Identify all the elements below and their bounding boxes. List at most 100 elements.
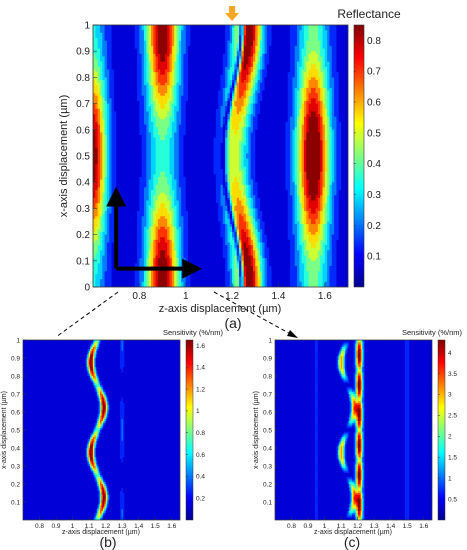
heatmap-cell [188,108,191,112]
heatmap-cell [204,59,207,63]
heatmap-cell [178,106,182,110]
heatmap-cell [257,80,261,84]
heatmap-cell [329,108,333,112]
heatmap-cell [116,87,119,91]
heatmap-cell [208,127,212,131]
heatmap-cell [162,32,166,36]
heatmap-cell [227,69,231,73]
heatmap-cell [167,48,170,52]
heatmap-cell [292,95,296,99]
heatmap-cell [287,135,291,139]
heatmap-cell [116,142,119,146]
heatmap-cell [93,82,96,86]
heatmap-cell [287,121,291,125]
heatmap-cell [239,124,242,128]
heatmap-cell [285,80,289,84]
heatmap-cell [250,40,254,44]
heatmap-cell [306,135,309,139]
heatmap-cell [127,135,131,139]
heatmap-cell [157,116,161,120]
heatmap-cell [250,129,254,133]
heatmap-cell [176,121,180,125]
heatmap-cell [97,32,101,36]
heatmap-cell [183,64,187,68]
heatmap-cell [146,116,150,120]
heatmap-cell [338,59,342,63]
heatmap-cell [299,132,303,136]
heatmap-cell [232,53,235,57]
heatmap-cell [341,77,344,81]
heatmap-cell [139,129,143,133]
heatmap-cell [324,80,328,84]
heatmap-cell [213,53,217,57]
heatmap-cell [132,30,136,34]
heatmap-cell [153,114,156,118]
heatmap-cell [331,111,335,115]
heatmap-cell [111,137,115,141]
heatmap-cell [99,74,103,78]
heatmap-cell [95,30,99,34]
heatmap-cell [132,119,136,123]
heatmap-cell [176,106,180,110]
heatmap-cell [137,32,140,36]
heatmap-cell [199,30,203,34]
heatmap-cell [141,64,145,68]
heatmap-cell [232,93,235,97]
heatmap-cell [278,108,282,112]
heatmap-cell [338,25,342,29]
heatmap-cell [257,116,261,120]
heatmap-cell [236,82,240,86]
heatmap-cell [123,69,126,73]
heatmap-cell [116,66,119,70]
heatmap-cell [287,85,291,89]
heatmap-cell [171,80,175,84]
heatmap-cell [215,98,219,102]
heatmap-cell [139,77,143,81]
heatmap-cell [155,77,159,81]
heatmap-cell [162,56,166,60]
heatmap-cell [104,106,108,110]
heatmap-cell [327,35,330,39]
heatmap-cell [167,64,170,68]
heatmap-cell [273,32,277,36]
heatmap-cell [241,51,245,55]
heatmap-cell [204,116,207,120]
heatmap-cell [283,124,286,128]
heatmap-cell [287,98,291,102]
heatmap-cell [271,45,275,49]
heatmap-cell [150,69,154,73]
heatmap-cell [148,69,152,73]
heatmap-cell [248,51,252,55]
heatmap-cell [204,129,207,133]
heatmap-cell [283,43,286,47]
heatmap-cell [283,38,286,42]
heatmap-cell [259,64,263,68]
heatmap-cell [176,74,180,78]
heatmap-cell [127,121,131,125]
heatmap-cell [334,90,337,94]
heatmap-cell [236,119,240,123]
heatmap-cell [331,116,335,120]
heatmap-cell [141,25,145,29]
heatmap-cell [292,127,296,131]
heatmap-cell [301,114,305,118]
heatmap-cell [176,90,180,94]
heatmap-cell [109,108,112,112]
heatmap-cell [313,32,316,36]
heatmap-cell [315,61,319,65]
heatmap-cell [264,85,268,89]
heatmap-cell [269,127,272,131]
heatmap-cell [206,127,210,131]
heatmap-cell [102,56,105,60]
heatmap-cell [215,95,219,99]
heatmap-cell [102,137,105,141]
heatmap-cell [269,64,272,68]
heatmap-cell [341,121,344,125]
heatmap-cell [290,124,293,128]
heatmap-cell [146,30,150,34]
heatmap-cell [283,119,286,123]
heatmap-cell [183,111,187,115]
heatmap-cell [199,27,203,31]
heatmap-cell [317,95,321,99]
heatmap-cell [222,108,226,112]
